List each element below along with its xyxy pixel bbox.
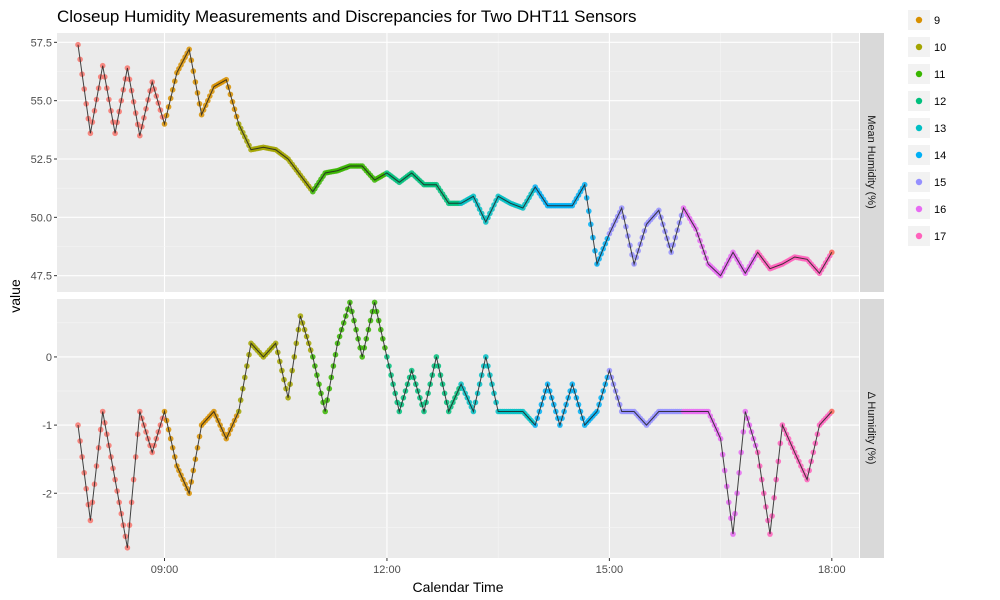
legend-label: 9 (934, 15, 940, 27)
panel-delta-humidity-series (75, 299, 835, 551)
legend-label: 15 (934, 177, 946, 189)
x-tick-label: 12:00 (373, 564, 401, 576)
legend-item: 10 (908, 37, 946, 57)
y-tick-label: 47.5 (31, 271, 52, 283)
legend-item: 14 (908, 145, 946, 165)
legend-label: 12 (934, 96, 946, 108)
panel-delta-humidity: -2 -1 0 Δ Humidity (%) (42, 299, 884, 558)
legend-swatch (915, 178, 923, 186)
legend-swatch (915, 232, 923, 240)
legend-swatch (915, 97, 923, 105)
legend-label: 10 (934, 42, 946, 54)
panel-mean-humidity-y-ticks: 47.5 50.0 52.5 55.0 57.5 (31, 37, 57, 283)
legend-swatch (915, 43, 923, 51)
strip-delta-humidity-label: Δ Humidity (%) (865, 392, 877, 465)
legend-item: 16 (908, 199, 946, 219)
legend-swatch (915, 124, 923, 132)
x-axis-title: Calendar Time (412, 579, 503, 595)
x-tick-label: 18:00 (818, 564, 846, 576)
strip-mean-humidity (860, 33, 884, 292)
y-tick-label: 50.0 (31, 212, 52, 224)
legend-label: 13 (934, 123, 946, 135)
panel-mean-humidity-background (57, 33, 859, 292)
legend-item: 13 (908, 118, 946, 138)
legend-swatch (915, 70, 923, 78)
legend-label: 14 (934, 150, 946, 162)
y-tick-label: 57.5 (31, 37, 52, 49)
legend-swatch (915, 205, 923, 213)
y-axis-title: value (7, 279, 23, 313)
panel-mean-humidity: 47.5 50.0 52.5 55.0 57.5 Mean Humidity (%) (31, 33, 884, 292)
x-axis-ticks: 09:00 12:00 15:00 18:00 (151, 558, 846, 576)
legend-label: 11 (934, 69, 945, 81)
legend-swatch (915, 151, 923, 159)
chart-title: Closeup Humidity Measurements and Discre… (57, 7, 637, 26)
legend-item: 15 (908, 172, 946, 192)
strip-mean-humidity-label: Mean Humidity (%) (865, 115, 877, 209)
x-tick-label: 15:00 (596, 564, 624, 576)
legend-swatch (915, 16, 923, 24)
y-tick-label: 0 (46, 352, 52, 364)
x-tick-label: 09:00 (151, 564, 179, 576)
legend-item: 12 (908, 91, 946, 111)
legend-item: 17 (908, 226, 946, 246)
y-tick-label: -1 (42, 420, 52, 432)
series-line (77, 300, 833, 548)
panel-delta-humidity-y-ticks: -2 -1 0 (42, 352, 57, 500)
panel-mean-humidity-series (75, 41, 835, 279)
y-tick-label: 55.0 (31, 96, 52, 108)
legend: 9 10 11 12 13 14 15 16 17 (908, 10, 946, 246)
panel-delta-humidity-background (57, 299, 859, 558)
legend-label: 17 (934, 231, 946, 243)
series-line (77, 44, 833, 277)
legend-label: 16 (934, 204, 946, 216)
y-tick-label: -2 (42, 488, 52, 500)
legend-item: 11 (908, 64, 945, 84)
legend-item: 9 (908, 10, 940, 30)
y-tick-label: 52.5 (31, 154, 52, 166)
panel-mean-humidity-grid (57, 33, 859, 292)
strip-delta-humidity (860, 299, 884, 558)
